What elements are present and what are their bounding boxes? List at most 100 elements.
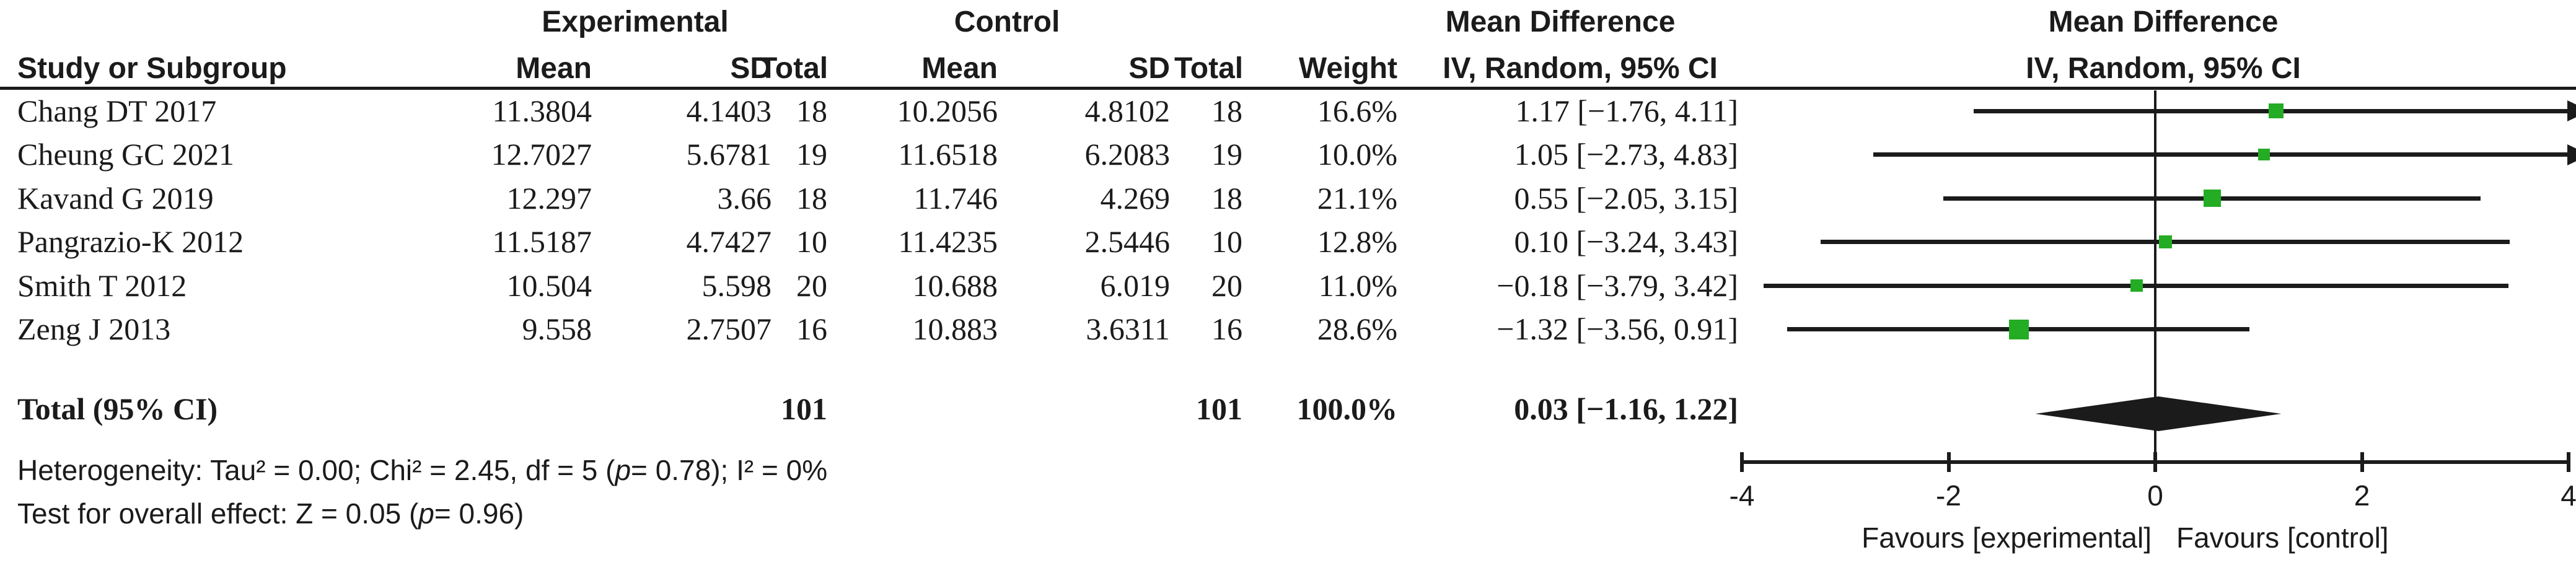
ctl-total: 20 [1211, 268, 1242, 303]
heterogeneity-suffix: = 0.78); I² = 0% [631, 454, 828, 486]
group-header-control: Control [954, 6, 1060, 38]
exp-total: 19 [796, 137, 827, 172]
exp-sd: 4.1403 [686, 94, 772, 128]
heterogeneity-prefix: Heterogeneity: Tau² = 0.00; Chi² = 2.45,… [17, 454, 615, 486]
effect-marker [2159, 235, 2173, 248]
table-row: Zeng J 2013 9.558 2.7507 16 10.883 3.631… [0, 307, 2576, 351]
effect-marker [2269, 103, 2284, 118]
study-name: Chang DT 2017 [17, 94, 217, 128]
ctl-total: 10 [1211, 224, 1242, 259]
axis-tick-label: -2 [1936, 479, 1961, 512]
total-label: Total (95% CI) [17, 391, 218, 426]
group-header-mean-difference-table: Mean Difference [1445, 6, 1676, 38]
column-header-exp-total: Total [759, 52, 829, 85]
column-header-ci: IV, Random, 95% CI [1443, 52, 1718, 85]
ci-line [1873, 152, 2569, 157]
group-header-mean-difference-plot: Mean Difference [2048, 6, 2279, 38]
total-row: Total (95% CI) 101 101 100.0% 0.03 [−1.1… [0, 387, 2576, 430]
axis-tick [2567, 452, 2570, 472]
effect-estimate: −0.18 [−3.79, 3.42] [1497, 268, 1738, 303]
ctl-mean: 11.746 [913, 181, 998, 216]
exp-sd: 3.66 [717, 181, 772, 216]
study-name: Cheung GC 2021 [17, 137, 234, 172]
heterogeneity-text: Heterogeneity: Tau² = 0.00; Chi² = 2.45,… [17, 453, 827, 487]
p-symbol: p [418, 497, 434, 530]
total-weight: 100.0% [1296, 391, 1398, 426]
exp-mean: 10.504 [506, 268, 592, 303]
weight: 10.0% [1317, 137, 1397, 172]
total-effect: 0.03 [−1.16, 1.22] [1514, 391, 1738, 426]
column-header-study: Study or Subgroup [17, 52, 287, 85]
ctl-total: 18 [1211, 181, 1242, 216]
axis-tick [1946, 452, 1951, 472]
table-row: Kavand G 2019 12.297 3.66 18 11.746 4.26… [0, 177, 2576, 220]
study-name: Zeng J 2013 [17, 312, 171, 346]
exp-total: 10 [796, 224, 827, 259]
overall-effect-text: Test for overall effect: Z = 0.05 (p= 0.… [17, 496, 524, 531]
summary-diamond [2035, 396, 2282, 431]
effect-marker [2203, 190, 2221, 207]
effect-estimate: 1.17 [−1.76, 4.11] [1515, 94, 1738, 128]
exp-mean: 9.558 [522, 312, 592, 346]
ctl-sd: 6.019 [1100, 268, 1171, 303]
exp-sd: 5.598 [701, 268, 772, 303]
column-header-row: Study or Subgroup Mean SD Total Mean SD … [0, 51, 2576, 87]
table-row: Chang DT 2017 11.3804 4.1403 18 10.2056 … [0, 89, 2576, 133]
column-header-ctl-sd: SD [1128, 52, 1170, 85]
ctl-sd: 3.6311 [1086, 312, 1170, 346]
column-header-exp-mean: Mean [516, 52, 592, 85]
ctl-sd: 6.2083 [1084, 137, 1171, 172]
weight: 16.6% [1317, 94, 1397, 128]
effect-estimate: −1.32 [−3.56, 0.91] [1497, 312, 1738, 346]
ctl-mean: 10.883 [912, 312, 998, 346]
weight: 21.1% [1317, 181, 1397, 216]
exp-mean: 12.7027 [491, 137, 592, 172]
table-row: Cheung GC 2021 12.7027 5.6781 19 11.6518… [0, 133, 2576, 176]
overall-prefix: Test for overall effect: Z = 0.05 ( [17, 497, 419, 530]
axis-tick-label: 4 [2561, 479, 2576, 512]
study-name: Kavand G 2019 [17, 181, 214, 216]
study-name: Smith T 2012 [17, 268, 187, 303]
ctl-sd: 4.269 [1100, 181, 1171, 216]
ctl-total: 19 [1211, 137, 1242, 172]
exp-total: 18 [796, 94, 827, 128]
weight: 28.6% [1317, 312, 1397, 346]
column-header-weight: Weight [1298, 52, 1397, 85]
table-row: Pangrazio-K 2012 11.5187 4.7427 10 11.42… [0, 220, 2576, 263]
exp-sd: 5.6781 [686, 137, 772, 172]
exp-total: 20 [796, 268, 827, 303]
axis-tick-label: -4 [1729, 479, 1755, 512]
exp-mean: 11.5187 [492, 224, 592, 259]
effect-marker [2008, 319, 2029, 339]
effect-marker [2257, 149, 2270, 160]
exp-total: 16 [796, 312, 827, 346]
column-header-ctl-mean: Mean [921, 52, 998, 85]
arrow-right-icon [2567, 100, 2576, 121]
ctl-mean: 11.4235 [898, 224, 998, 259]
axis-tick-label: 2 [2354, 479, 2370, 512]
arrow-right-icon [2567, 144, 2576, 165]
zero-line [2154, 90, 2156, 462]
ctl-mean: 10.2056 [897, 94, 998, 128]
ctl-total: 16 [1211, 312, 1242, 346]
axis-tick-label: 0 [2147, 479, 2163, 512]
effect-estimate: 1.05 [−2.73, 4.83] [1514, 137, 1739, 172]
ctl-sd: 4.8102 [1084, 94, 1171, 128]
header-divider [0, 87, 2576, 90]
weight: 11.0% [1318, 268, 1397, 303]
exp-mean: 12.297 [506, 181, 592, 216]
exp-mean: 11.3804 [492, 94, 592, 128]
p-symbol: p [615, 454, 631, 486]
ctl-total: 18 [1211, 94, 1242, 128]
axis-tick [2360, 452, 2364, 472]
group-header-experimental: Experimental [542, 6, 729, 38]
exp-sd: 4.7427 [686, 224, 772, 259]
column-header-ctl-total: Total [1174, 52, 1244, 85]
column-header-exp-sd: SD [730, 52, 771, 85]
effect-estimate: 0.55 [−2.05, 3.15] [1514, 181, 1739, 216]
effect-marker [2130, 279, 2143, 292]
favours-experimental-label: Favours [experimental] [1862, 522, 2152, 554]
favours-control-label: Favours [control] [2176, 522, 2389, 554]
